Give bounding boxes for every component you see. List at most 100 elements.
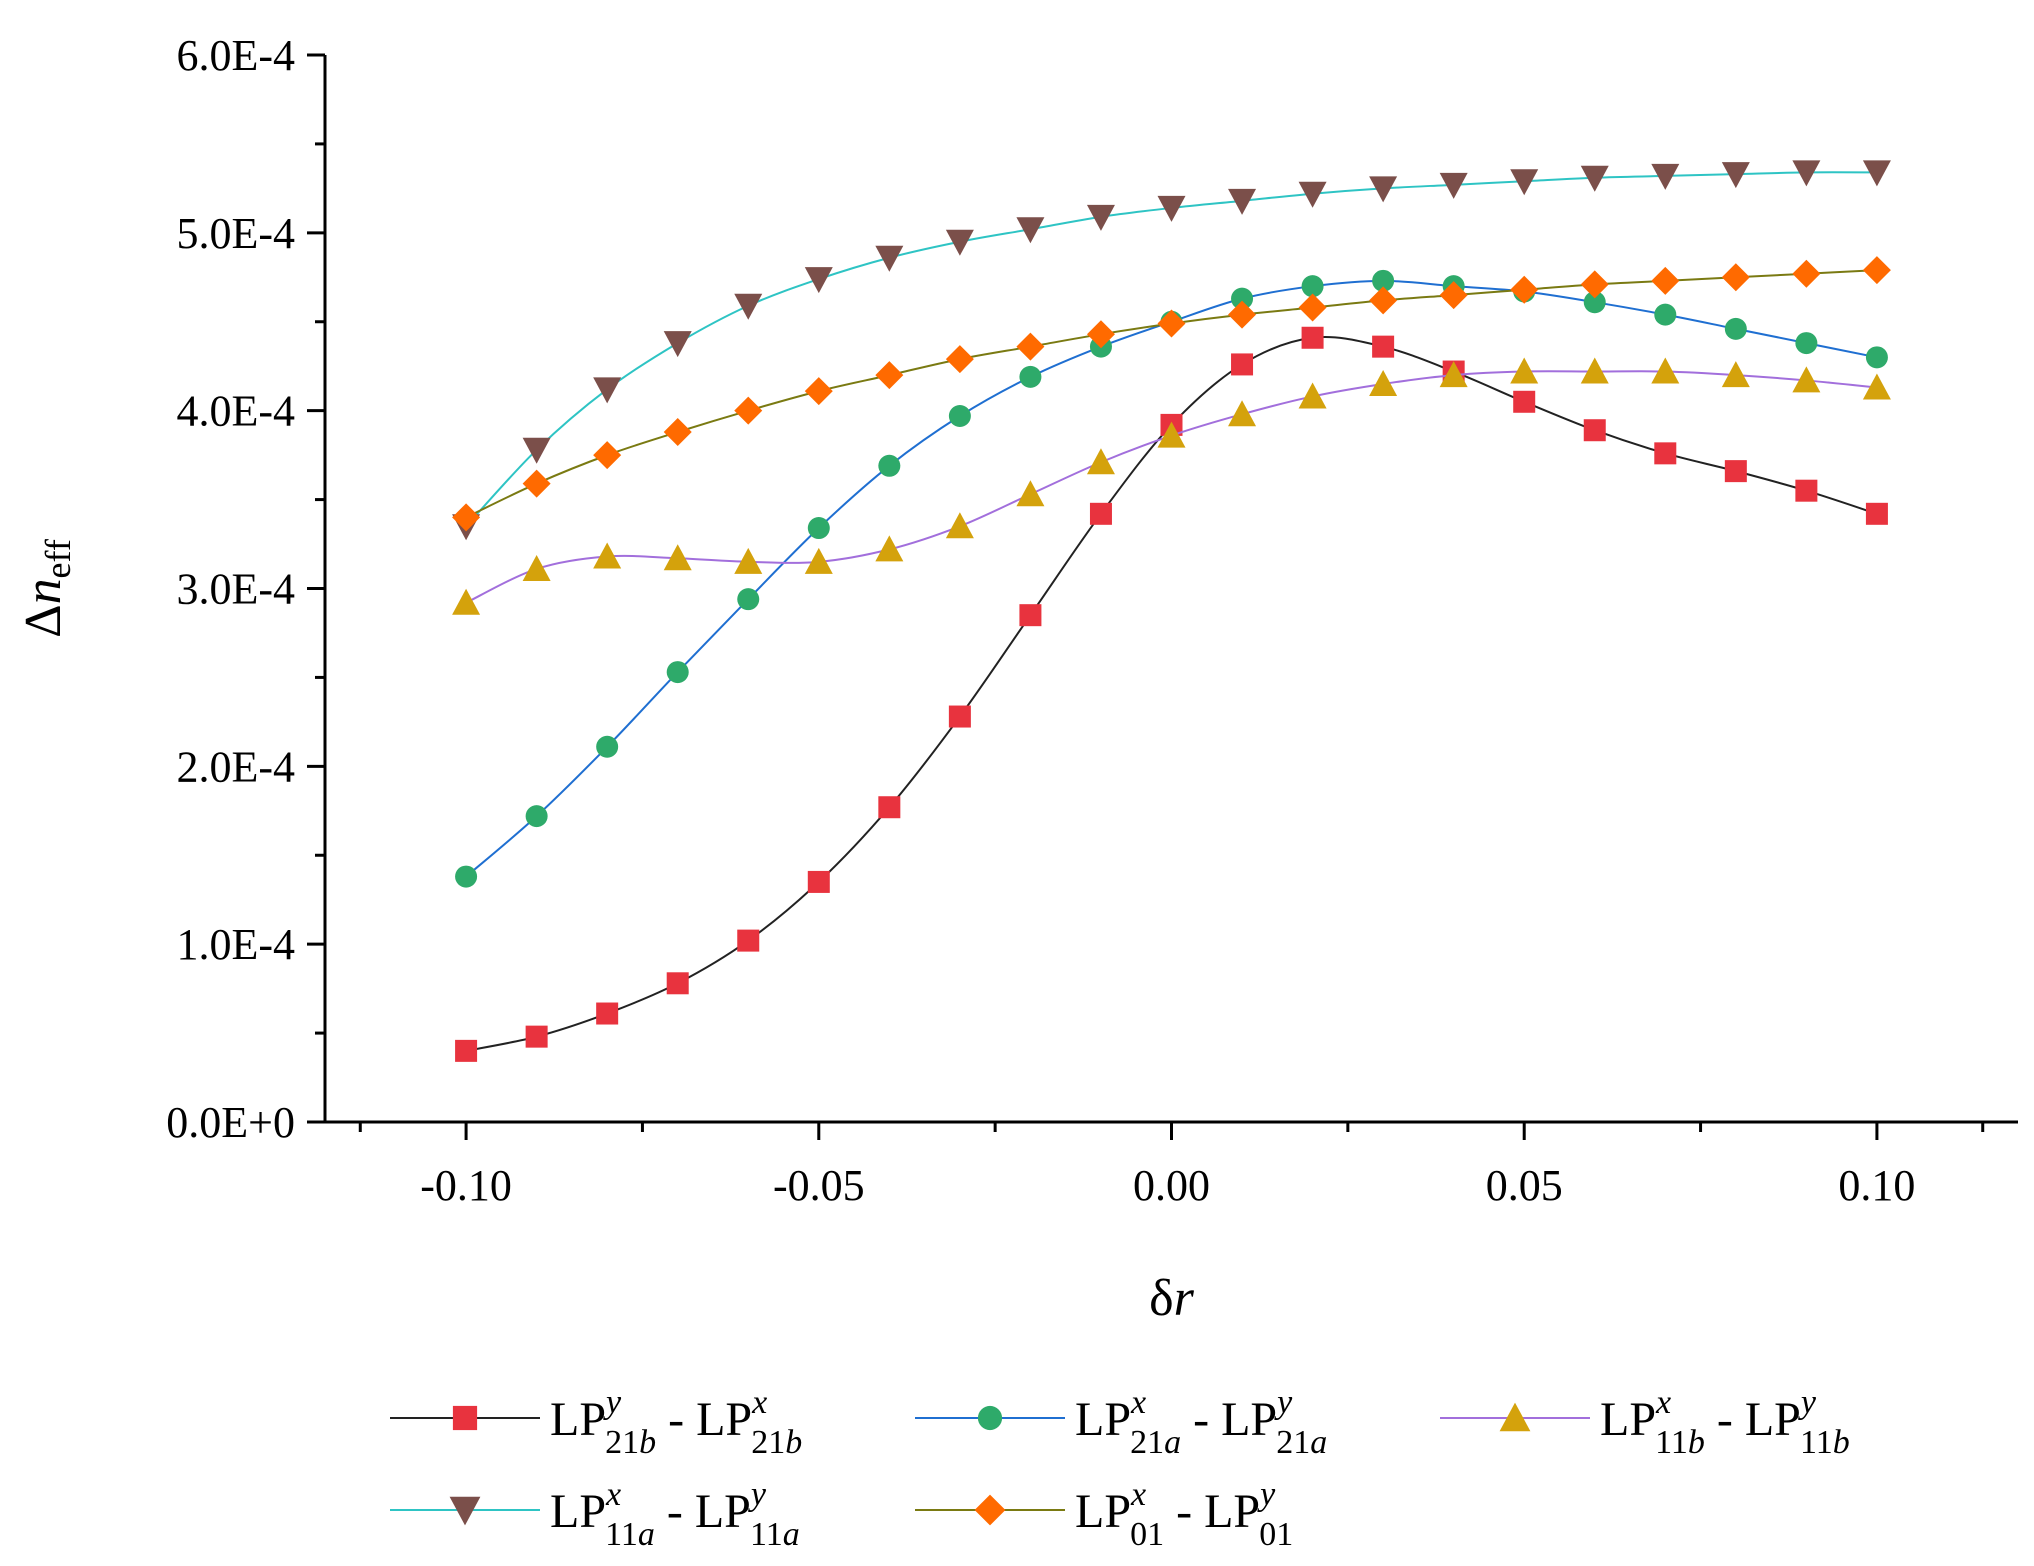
data-point	[1721, 162, 1750, 189]
data-point	[1086, 320, 1115, 349]
series-line	[465, 336, 1878, 1052]
data-point	[1298, 181, 1327, 208]
data-point	[1439, 361, 1468, 388]
data-point	[1298, 382, 1327, 409]
data-point	[945, 512, 974, 539]
data-point	[666, 972, 689, 995]
data-point	[1862, 373, 1891, 400]
data-point	[804, 267, 833, 294]
data-point	[452, 588, 481, 615]
data-point	[596, 735, 619, 758]
data-point	[525, 805, 548, 828]
data-point	[525, 1025, 548, 1048]
data-point	[1654, 442, 1677, 465]
data-point	[945, 345, 974, 374]
data-point	[455, 865, 478, 888]
data-point	[1369, 286, 1398, 315]
data-point	[1862, 256, 1891, 285]
series-3	[452, 357, 1891, 615]
x-tick-label: 0.10	[1838, 1161, 1915, 1210]
y-tick-label: 1.0E-4	[176, 920, 295, 969]
series-2	[455, 269, 1888, 888]
data-point	[1298, 293, 1327, 322]
legend-marker	[452, 1405, 478, 1431]
data-point	[455, 1039, 478, 1062]
data-point	[737, 588, 760, 611]
data-point	[1510, 275, 1539, 304]
data-point	[666, 661, 689, 684]
data-point	[1372, 269, 1395, 292]
data-point	[1724, 460, 1747, 483]
data-point	[1231, 287, 1254, 310]
data-point	[737, 929, 760, 952]
data-point	[807, 870, 830, 893]
data-point	[948, 405, 971, 428]
data-point	[1721, 361, 1750, 388]
data-point	[1157, 195, 1186, 222]
data-point	[945, 229, 974, 256]
data-point	[1228, 400, 1257, 427]
data-point	[522, 554, 551, 581]
data-point	[1228, 188, 1257, 215]
x-tick-label: -0.05	[773, 1161, 865, 1210]
data-point	[1865, 502, 1888, 525]
data-point	[596, 1002, 619, 1025]
data-point	[1865, 346, 1888, 369]
data-point	[1580, 165, 1609, 192]
data-point	[663, 331, 692, 358]
data-point	[1580, 270, 1609, 299]
data-point	[1580, 357, 1609, 384]
data-point	[1019, 365, 1042, 388]
data-point	[948, 705, 971, 728]
data-point	[1301, 326, 1324, 349]
data-point	[1792, 259, 1821, 288]
data-point	[1583, 419, 1606, 442]
y-tick-label: 3.0E-4	[176, 565, 295, 614]
data-point	[1231, 353, 1254, 376]
data-point	[1795, 479, 1818, 502]
data-point	[1651, 357, 1680, 384]
data-point	[1651, 163, 1680, 190]
y-tick-label: 0.0E+0	[166, 1098, 295, 1147]
data-point	[875, 245, 904, 272]
data-point	[1724, 317, 1747, 340]
data-point	[734, 396, 763, 425]
data-point	[663, 544, 692, 571]
x-tick-label: -0.10	[420, 1161, 512, 1210]
x-axis-title: δr	[1149, 1270, 1195, 1327]
data-point	[1086, 448, 1115, 475]
data-point	[1583, 291, 1606, 314]
data-point	[1792, 160, 1821, 187]
data-point	[593, 377, 622, 404]
data-point	[734, 547, 763, 574]
data-point	[1301, 275, 1324, 298]
data-point	[1795, 332, 1818, 355]
data-point	[875, 535, 904, 562]
data-point	[1089, 502, 1112, 525]
data-point	[1792, 366, 1821, 393]
data-point	[1439, 172, 1468, 199]
data-point	[1721, 263, 1750, 292]
data-point	[878, 796, 901, 819]
legend-marker	[1499, 1402, 1531, 1432]
data-point	[878, 454, 901, 477]
data-point	[593, 542, 622, 569]
legend-marker	[449, 1496, 481, 1526]
data-point	[1651, 266, 1680, 295]
data-point	[1016, 480, 1045, 507]
data-point	[804, 547, 833, 574]
data-point	[1510, 357, 1539, 384]
data-point	[734, 293, 763, 320]
data-point	[1157, 309, 1186, 338]
data-point	[452, 503, 481, 532]
data-point	[1372, 335, 1395, 358]
y-tick-label: 4.0E-4	[176, 387, 295, 436]
data-point	[1369, 369, 1398, 396]
data-point	[1016, 332, 1045, 361]
